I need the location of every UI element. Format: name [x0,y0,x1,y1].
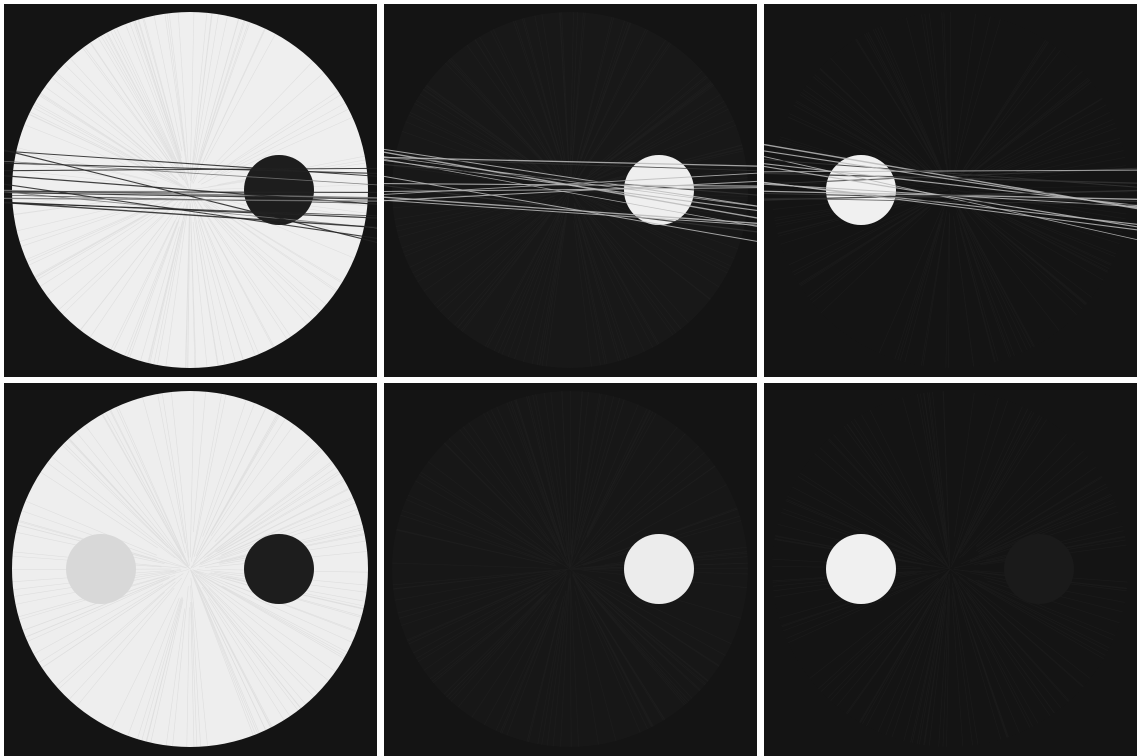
insert-right [624,155,694,225]
insert-left [66,534,136,604]
radial-texture [11,391,368,747]
phantom-image [764,383,1137,756]
phantom-image [384,4,757,377]
phantom-disk [12,391,368,747]
phantom-disk [392,391,748,747]
insert-right [244,155,314,225]
phantom-image [4,4,377,377]
insert-right [1004,534,1074,604]
phantom-image [4,383,377,756]
insert-right [624,534,694,604]
insert-left [826,534,896,604]
panel-row2-col1 [4,383,377,756]
phantom-image [764,4,1137,377]
phantom-disk [772,391,1128,747]
panel-row1-col3 [764,4,1137,377]
streak-artifacts [764,143,1137,241]
panel-row2-col3 [764,383,1137,756]
radial-texture [12,12,368,368]
phantom-disk [772,12,1128,368]
panel-row1-col2 [384,4,757,377]
radial-texture [392,391,748,747]
insert-right [244,534,314,604]
streak-artifacts [4,149,377,244]
panel-row1-col1 [4,4,377,377]
panel-row2-col2 [384,383,757,756]
phantom-image [384,383,757,756]
streak-artifacts [384,148,757,242]
